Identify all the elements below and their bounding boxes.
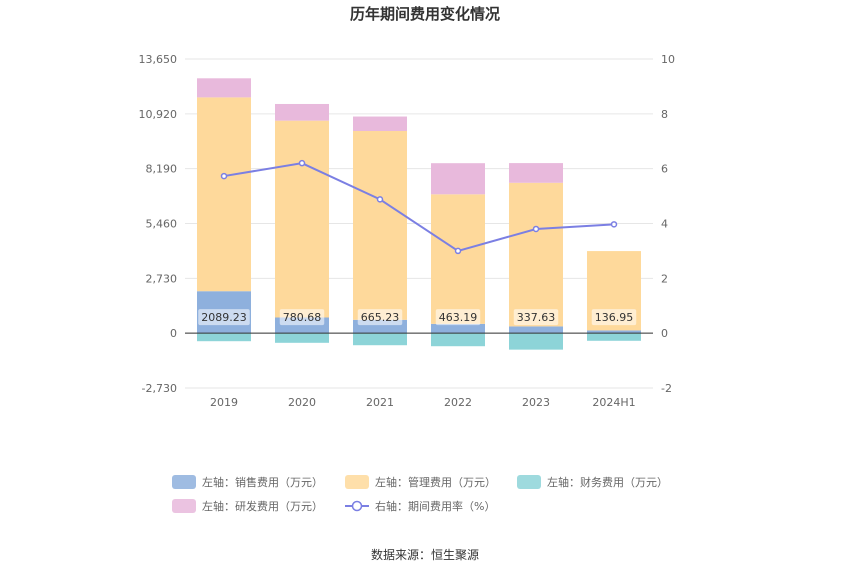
rate-line xyxy=(223,162,615,253)
data-label-bg xyxy=(198,309,250,326)
x-tick-label: 2023 xyxy=(522,396,550,409)
rate-point xyxy=(454,247,462,255)
left-tick-label: 0 xyxy=(170,327,177,340)
legend-swatch xyxy=(517,475,541,489)
data-label: 136.95 xyxy=(595,311,634,324)
left-tick-label: -2,730 xyxy=(142,382,177,395)
rate-point xyxy=(376,196,384,203)
legend-label: 左轴：财务费用（万元） xyxy=(547,475,668,489)
bar-segment xyxy=(197,97,251,292)
bar-segment xyxy=(509,163,563,183)
bar-segment xyxy=(275,103,329,121)
legend-swatch xyxy=(172,499,196,513)
sales-data-labels: 2089.23 780.68 665.23 463.19 337.63 136.95 xyxy=(198,309,637,326)
legend: 左轴：销售费用（万元） 左轴：管理费用（万元） 左轴：财务费用（万元） 左轴：研发费用… xyxy=(172,475,668,513)
x-tick-label: 2021 xyxy=(366,396,394,409)
x-tick-label: 2019 xyxy=(210,396,238,409)
left-axis-ticks: 13,650 10,920 8,190 5,460 2,730 0 -2,730 xyxy=(139,53,178,395)
legend-label: 左轴：研发费用（万元） xyxy=(202,499,323,513)
data-label: 337.63 xyxy=(517,311,556,324)
data-label: 665.23 xyxy=(361,311,400,324)
rate-point xyxy=(532,225,540,233)
data-label-bg xyxy=(279,309,325,326)
bar-segment xyxy=(197,78,251,98)
data-label-bg xyxy=(513,309,559,326)
legend-marker xyxy=(351,500,363,512)
right-axis-ticks: 10 8 6 4 2 0 -2 xyxy=(661,53,675,395)
bar-segment xyxy=(509,326,563,334)
x-tick-label: 2022 xyxy=(444,396,472,409)
left-tick-label: 8,190 xyxy=(146,163,178,176)
right-tick-label: 4 xyxy=(661,218,668,231)
chart-title: 历年期间费用变化情况 xyxy=(350,5,500,23)
data-label-bg xyxy=(435,309,481,326)
bar-segment xyxy=(431,333,485,347)
rate-point xyxy=(610,221,618,228)
right-tick-label: -2 xyxy=(661,382,672,395)
bar-series-group xyxy=(197,78,641,350)
grid-lines xyxy=(185,58,653,389)
bar-segment xyxy=(587,333,641,341)
bar-segment xyxy=(509,182,563,327)
bar-segment xyxy=(509,333,563,350)
left-tick-label: 10,920 xyxy=(139,108,178,121)
rate-line-series xyxy=(220,159,618,255)
bar-segment xyxy=(275,120,329,318)
rate-point xyxy=(220,172,228,180)
data-label: 463.19 xyxy=(439,311,478,324)
right-tick-label: 2 xyxy=(661,272,668,285)
data-source: 数据来源：恒生聚源 xyxy=(371,547,479,562)
data-label: 780.68 xyxy=(283,311,322,324)
rate-point xyxy=(298,159,306,167)
bar-segment xyxy=(353,333,407,346)
legend-label: 右轴：期间费用率（%） xyxy=(375,499,495,513)
bar-segment xyxy=(587,330,641,334)
bar-segment xyxy=(275,333,329,343)
legend-swatch xyxy=(345,475,369,489)
right-tick-label: 10 xyxy=(661,53,675,66)
data-label: 2089.23 xyxy=(201,311,247,324)
right-tick-label: 8 xyxy=(661,108,668,121)
bar-segment xyxy=(353,131,407,320)
x-axis-ticks: 2019 2020 2021 2022 2023 2024H1 xyxy=(210,396,636,409)
bar-segment xyxy=(431,194,485,324)
data-label-bg xyxy=(357,309,403,326)
bar-segment xyxy=(431,163,485,195)
legend-label: 左轴：管理费用（万元） xyxy=(375,475,496,489)
x-tick-label: 2020 xyxy=(288,396,316,409)
left-tick-label: 5,460 xyxy=(146,218,178,231)
right-tick-label: 0 xyxy=(661,327,668,340)
data-label-bg xyxy=(591,309,637,326)
bar-segment xyxy=(431,323,485,334)
left-tick-label: 13,650 xyxy=(139,53,178,66)
x-tick-label: 2024H1 xyxy=(592,396,635,409)
legend-label: 左轴：销售费用（万元） xyxy=(202,475,323,489)
right-tick-label: 6 xyxy=(661,163,668,176)
left-tick-label: 2,730 xyxy=(146,272,178,285)
bar-segment xyxy=(353,116,407,132)
bar-segment xyxy=(197,333,251,342)
legend-swatch xyxy=(172,475,196,489)
